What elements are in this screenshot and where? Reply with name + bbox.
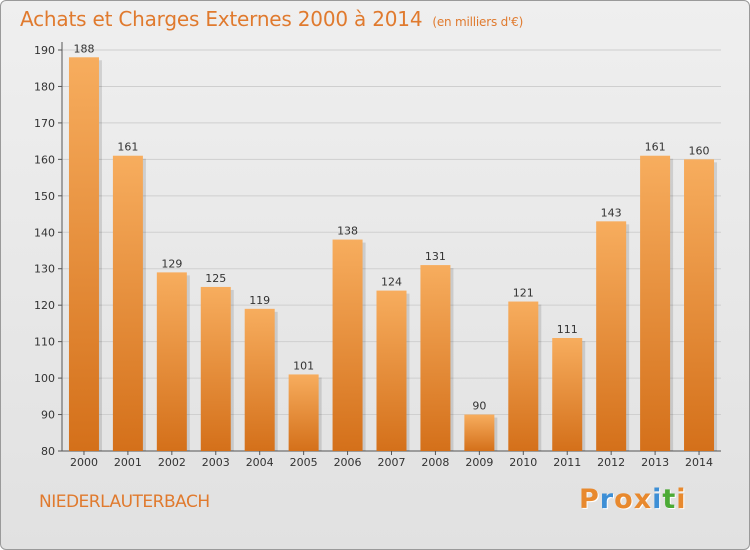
logo-letter: P <box>579 484 600 515</box>
x-tick-label: 2004 <box>246 456 274 469</box>
x-tick-label: 2014 <box>685 456 713 469</box>
y-tick-label: 190 <box>34 44 55 57</box>
bar <box>596 221 627 451</box>
bar-value-label: 125 <box>205 272 226 285</box>
bar <box>420 265 451 451</box>
bar <box>552 337 583 451</box>
y-tick-label: 110 <box>34 336 55 349</box>
bar-value-label: 160 <box>689 144 710 157</box>
labels: 80 90 100 110 120 130 140 150 160 170 180 190 188 200… <box>34 42 713 469</box>
bar <box>464 414 495 451</box>
y-tick-label: 140 <box>34 226 55 239</box>
bars <box>68 57 718 452</box>
bar-value-label: 124 <box>381 276 402 289</box>
chart-title-text: Achats et Charges Externes 2000 à 2014 <box>20 7 423 31</box>
proxiti-logo[interactable]: Proxiti <box>579 484 687 515</box>
y-tick-label: 150 <box>34 190 55 203</box>
bar <box>244 308 275 451</box>
bar-value-label: 161 <box>117 141 138 154</box>
x-tick-label: 2008 <box>421 456 449 469</box>
logo-letter: r <box>599 484 615 515</box>
bar-value-label: 101 <box>293 359 314 372</box>
bar <box>68 57 99 452</box>
x-tick-label: 2001 <box>114 456 142 469</box>
x-tick-label: 2003 <box>202 456 230 469</box>
bar-value-label: 90 <box>472 400 486 413</box>
bar <box>332 239 363 451</box>
bar <box>112 155 143 451</box>
x-tick-label: 2011 <box>553 456 581 469</box>
y-tick-label: 130 <box>34 263 55 276</box>
bar <box>684 159 715 451</box>
logo-letter: t <box>662 484 677 515</box>
x-tick-label: 2009 <box>465 456 493 469</box>
y-tick-label: 100 <box>34 372 55 385</box>
bar-value-label: 138 <box>337 225 358 238</box>
logo-letter: o <box>614 484 634 515</box>
locality-name: NIEDERLAUTERBACH <box>39 492 210 512</box>
bar-value-label: 129 <box>161 257 182 270</box>
y-tick-label: 120 <box>34 299 55 312</box>
bar-value-label: 161 <box>645 141 666 154</box>
bar-value-label: 111 <box>557 323 578 336</box>
chart-subtitle: (en milliers d'€) <box>432 15 524 29</box>
bar-value-label: 131 <box>425 250 446 263</box>
bar <box>376 290 407 451</box>
bar <box>640 155 671 451</box>
y-tick-label: 170 <box>34 117 55 130</box>
bar <box>288 374 319 451</box>
x-tick-label: 2006 <box>334 456 362 469</box>
x-tick-label: 2000 <box>70 456 98 469</box>
bar <box>156 272 187 451</box>
bar-value-label: 119 <box>249 294 270 307</box>
logo-letter: i <box>676 484 687 515</box>
x-tick-label: 2010 <box>509 456 537 469</box>
x-tick-label: 2005 <box>290 456 318 469</box>
bar-value-label: 188 <box>73 42 94 55</box>
x-tick-label: 2002 <box>158 456 186 469</box>
x-tick-label: 2012 <box>597 456 625 469</box>
y-tick-label: 90 <box>41 409 55 422</box>
logo-letter: i <box>652 484 663 515</box>
bar <box>508 301 539 451</box>
y-tick-label: 80 <box>41 445 55 458</box>
x-tick-label: 2007 <box>378 456 406 469</box>
y-tick-label: 180 <box>34 80 55 93</box>
x-tick-label: 2013 <box>641 456 669 469</box>
bar <box>200 286 231 451</box>
chart-title: Achats et Charges Externes 2000 à 2014 (e… <box>20 4 523 34</box>
bar-value-label: 121 <box>513 287 534 300</box>
y-tick-label: 160 <box>34 153 55 166</box>
logo-letter: x <box>633 484 653 515</box>
bar-value-label: 143 <box>601 206 622 219</box>
